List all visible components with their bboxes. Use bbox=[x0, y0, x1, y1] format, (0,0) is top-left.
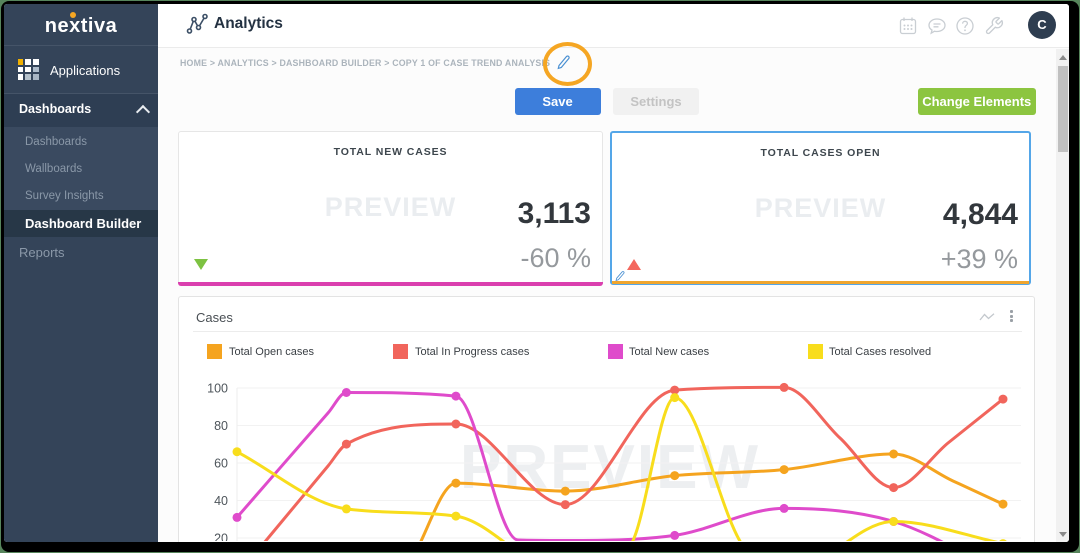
svg-text:80: 80 bbox=[214, 419, 228, 433]
svg-text:60: 60 bbox=[214, 457, 228, 471]
svg-text:20: 20 bbox=[214, 532, 228, 542]
svg-text:100: 100 bbox=[207, 382, 228, 396]
svg-text:40: 40 bbox=[214, 494, 228, 508]
